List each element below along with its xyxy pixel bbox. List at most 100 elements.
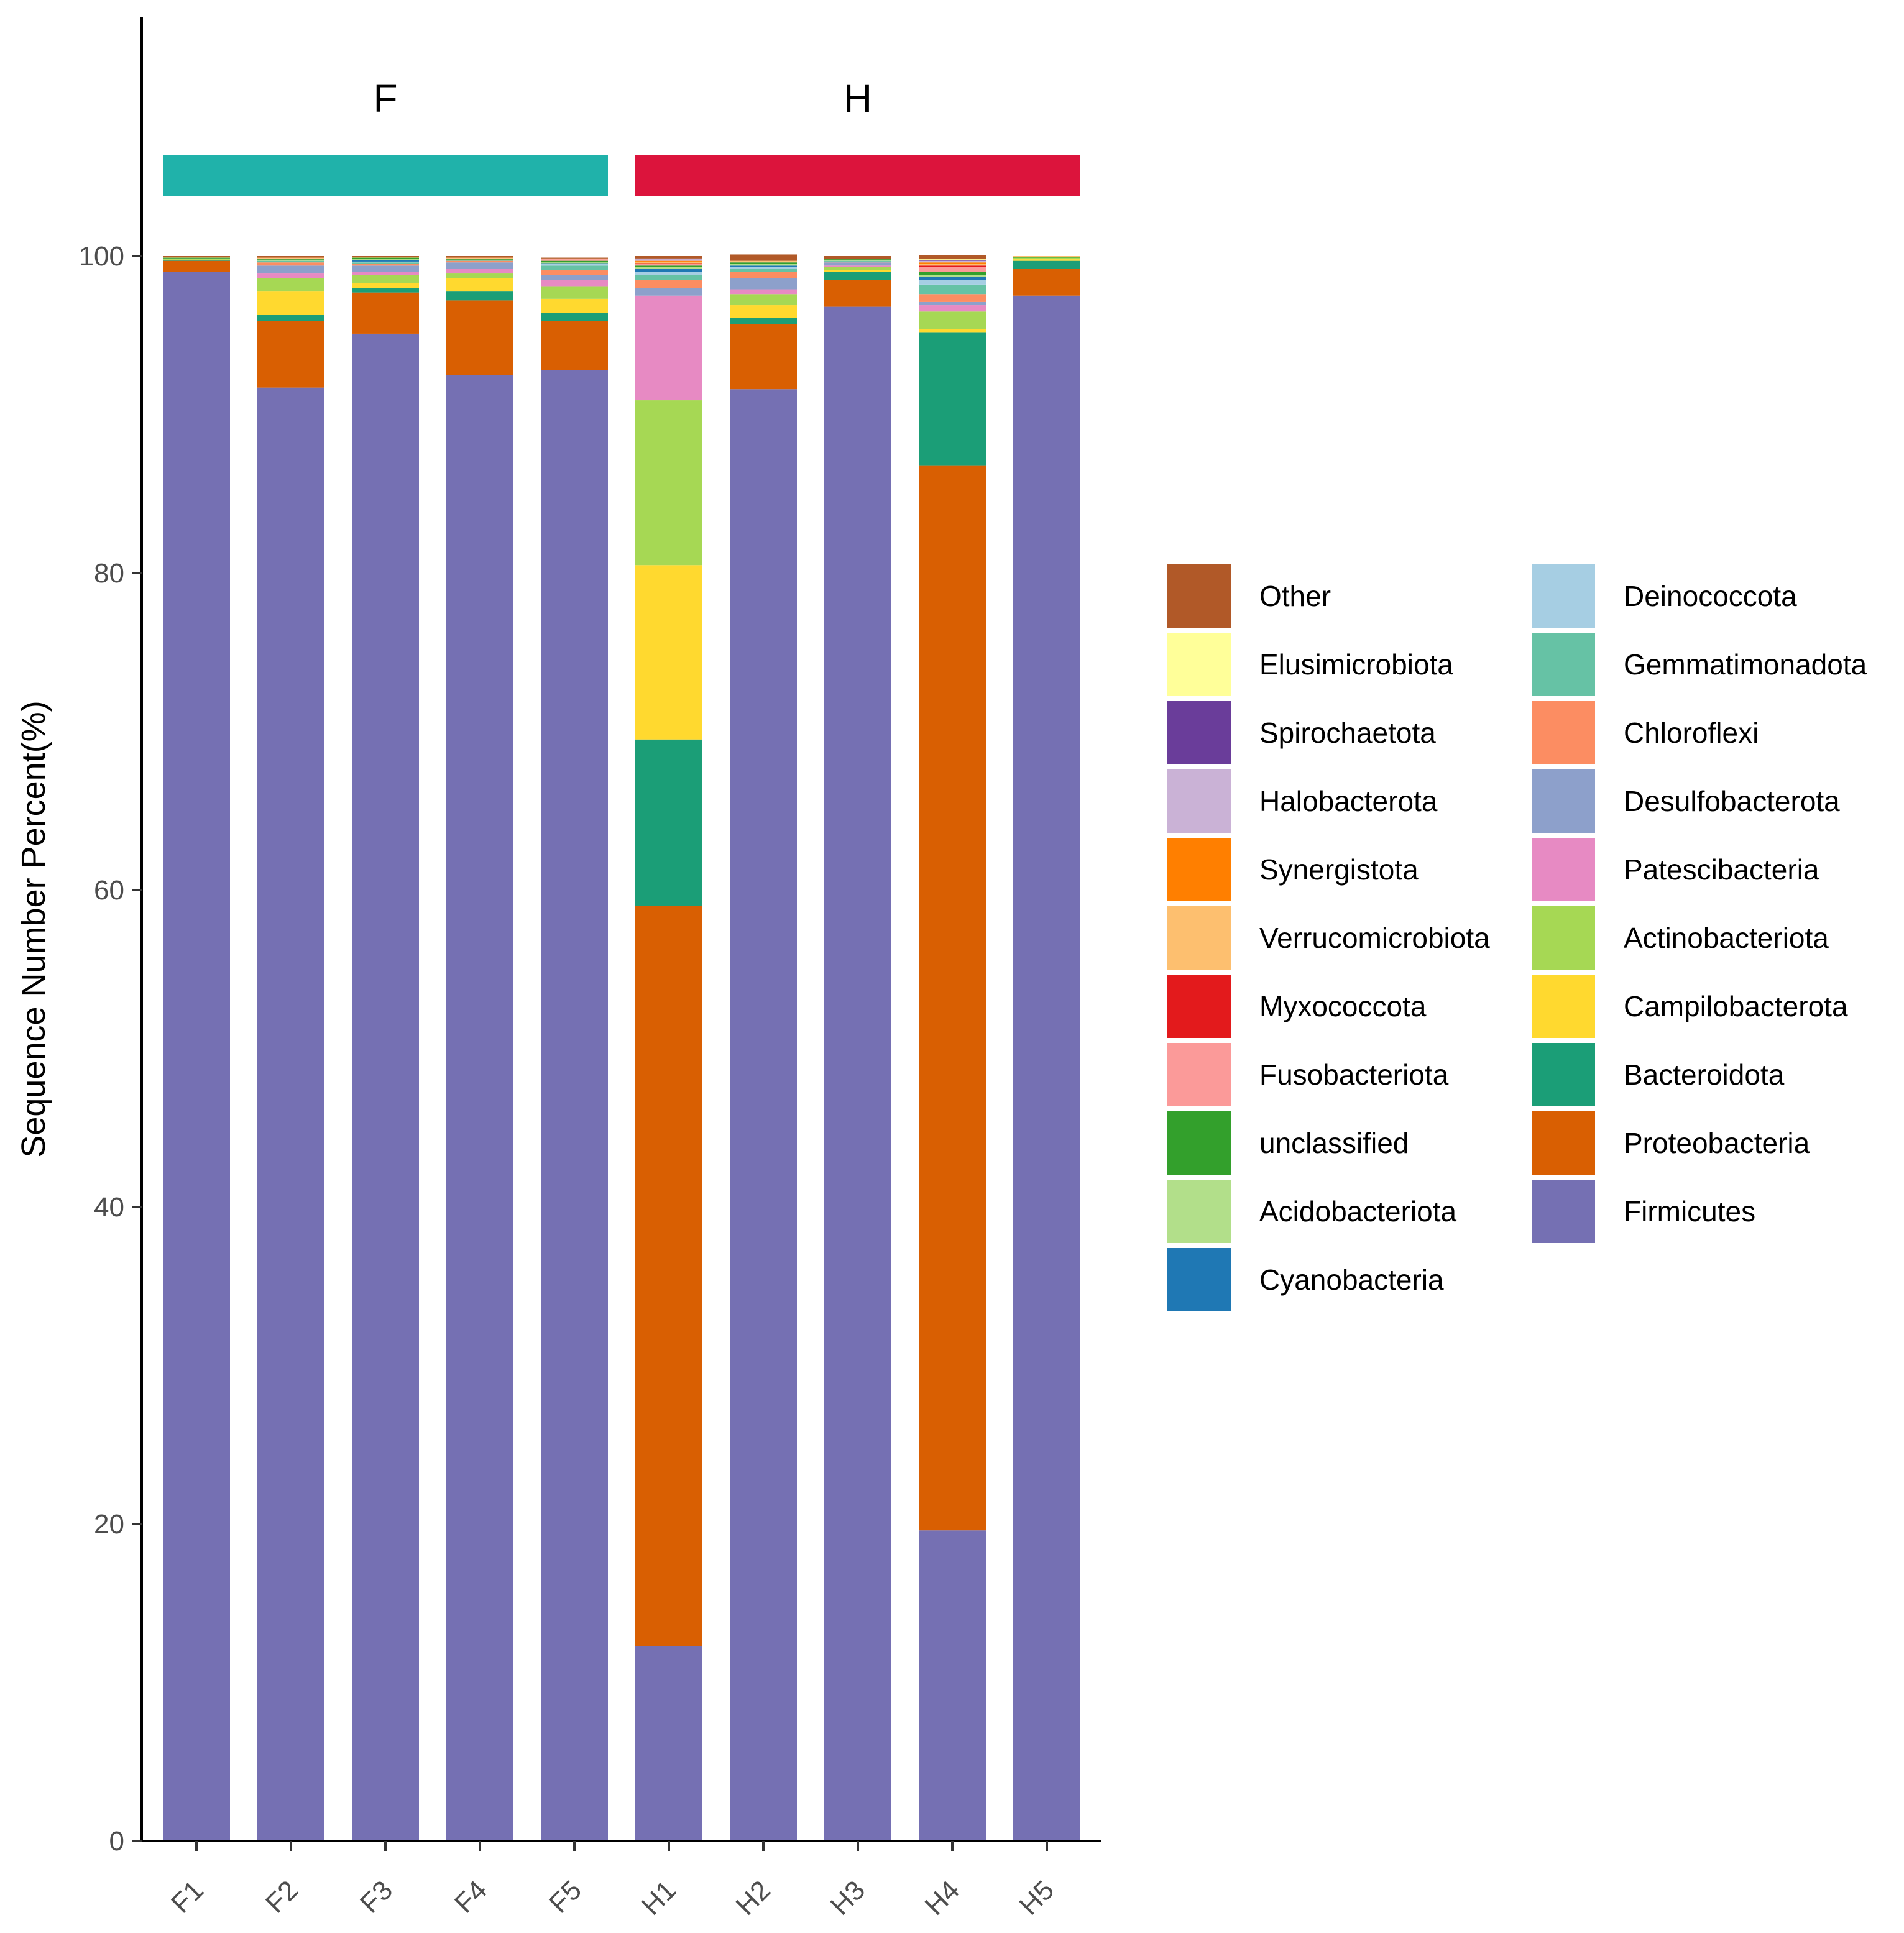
bar-segment-F4-bacteroidota (446, 291, 513, 301)
legend-swatch-deinococcota (1532, 564, 1595, 628)
bar-segment-F5-actinobacteriota (541, 286, 608, 299)
legend-label-halobacterota: Halobacterota (1259, 785, 1438, 817)
bar-segment-F4-campilobacterota (446, 278, 513, 292)
bar-segment-H3-bacteroidota (824, 272, 891, 280)
bar-segment-H2-firmicutes (730, 389, 797, 1842)
bar-segment-H4-proteobacteria (919, 465, 986, 1531)
bar-segment-H4-actinobacteriota (919, 311, 986, 329)
legend-swatch-halobacterota (1167, 769, 1231, 833)
bar-segment-H3-proteobacteria (824, 280, 891, 307)
bar-segment-H4-elusimicrobiota (919, 259, 986, 260)
legend-label-bacteroidota: Bacteroidota (1624, 1058, 1785, 1091)
legend-swatch-verrucomicrobiota (1167, 906, 1231, 970)
legend-swatch-synergistota (1167, 838, 1231, 901)
bar-segment-H1-other (635, 256, 702, 259)
bar-segment-F1-firmicutes (163, 272, 230, 1841)
bar-stack-F4 (446, 256, 513, 1841)
bar-segment-F2-patescibacteria (257, 273, 324, 278)
bar-segment-H4-cyanobacteria (919, 277, 986, 280)
bar-segment-H3-actinobacteriota (824, 267, 891, 270)
legend-item-fusobacteriota: Fusobacteriota (1167, 1043, 1449, 1106)
bar-segment-F4-desulfobacterota (446, 262, 513, 269)
legend-label-desulfobacterota: Desulfobacterota (1624, 785, 1840, 817)
bar-segment-H3-campilobacterota (824, 270, 891, 272)
bar-segment-F2-proteobacteria (257, 321, 324, 388)
legend-item-chloroflexi: Chloroflexi (1532, 701, 1759, 764)
bar-segment-H4-bacteroidota (919, 332, 986, 466)
bar-segment-H2-other (730, 254, 797, 261)
group-bar-f (163, 155, 608, 196)
y-tick-label-20: 20 (94, 1509, 124, 1540)
bar-segment-H4-gemmatimonadota (919, 284, 986, 295)
y-axis-title: Sequence Number Percent(%) (15, 700, 52, 1157)
bar-segment-F3-unclassified (352, 257, 419, 260)
legend-item-actinobacteriota: Actinobacteriota (1532, 906, 1829, 970)
bar-segment-F5-desulfobacterota (541, 275, 608, 280)
bar-segment-H4-deinococcota (919, 280, 986, 285)
legend-label-myxococcota: Myxococcota (1259, 990, 1427, 1022)
group-label-h: H (844, 76, 872, 121)
bar-segment-H1-gemmatimonadota (635, 275, 702, 280)
legend-item-halobacterota: Halobacterota (1167, 769, 1438, 833)
legend-label-campilobacterota: Campilobacterota (1624, 990, 1848, 1022)
bar-segment-H1-unclassified (635, 265, 702, 267)
legend-item-campilobacterota: Campilobacterota (1532, 975, 1848, 1038)
bar-stack-F1 (163, 256, 230, 1841)
bar-segment-F2-other (257, 256, 324, 258)
bar-segment-H2-campilobacterota (730, 305, 797, 318)
legend-label-elusimicrobiota: Elusimicrobiota (1259, 648, 1453, 681)
bar-segment-H1-campilobacterota (635, 565, 702, 740)
bar-segment-F3-gemmatimonadota (352, 262, 419, 264)
bar-segment-F5-other (541, 257, 608, 259)
bar-segment-F2-firmicutes (257, 387, 324, 1842)
bar-segment-H1-bacteroidota (635, 739, 702, 906)
bar-segment-H5-verrucomicrobiota (1013, 256, 1080, 257)
legend-item-proteobacteria: Proteobacteria (1532, 1111, 1810, 1175)
bar-segment-F5-chloroflexi (541, 270, 608, 275)
legend-item-elusimicrobiota: Elusimicrobiota (1167, 633, 1453, 696)
legend-item-deinococcota: Deinococcota (1532, 564, 1797, 628)
bar-segment-F3-cyanobacteria (352, 260, 419, 262)
bar-stack-F2 (257, 256, 324, 1842)
bar-segment-H3-patescibacteria (824, 265, 891, 267)
bar-segment-F5-deinococcota (541, 264, 608, 266)
x-tick-label-F1: F1 (165, 1875, 209, 1919)
bar-segment-F2-desulfobacterota (257, 265, 324, 274)
bar-segment-H2-desulfobacterota (730, 278, 797, 290)
bar-segment-F3-campilobacterota (352, 283, 419, 288)
bar-segment-F5-campilobacterota (541, 298, 608, 313)
bar-segment-H4-patescibacteria (919, 305, 986, 312)
bar-segment-F2-actinobacteriota (257, 278, 324, 292)
legend-item-desulfobacterota: Desulfobacterota (1532, 769, 1840, 833)
bar-segment-F3-bacteroidota (352, 288, 419, 293)
legend-swatch-bacteroidota (1532, 1043, 1595, 1106)
legend-label-deinococcota: Deinococcota (1624, 580, 1797, 612)
bar-segment-H2-actinobacteriota (730, 294, 797, 306)
bar-segment-F4-unclassified (446, 259, 513, 260)
bar-segment-F2-unclassified (257, 259, 324, 260)
legend-item-bacteroidota: Bacteroidota (1532, 1043, 1785, 1106)
legend-swatch-fusobacteriota (1167, 1043, 1231, 1106)
bar-segment-H1-myxococcota (635, 263, 702, 264)
bar-stack-H4 (919, 255, 986, 1841)
bar-segment-F5-gemmatimonadota (541, 265, 608, 270)
y-tick-label-60: 60 (94, 875, 124, 906)
bar-segment-F3-acidobacteriota (352, 259, 419, 260)
bar-segment-F4-chloroflexi (446, 260, 513, 263)
y-tick-label-100: 100 (79, 241, 124, 272)
bar-segment-F3-actinobacteriota (352, 275, 419, 283)
bar-segment-F2-chloroflexi (257, 262, 324, 266)
x-tick-label-H3: H3 (825, 1875, 871, 1921)
y-tick-label-0: 0 (109, 1826, 124, 1857)
bar-segment-F5-proteobacteria (541, 321, 608, 370)
legend-item-myxococcota: Myxococcota (1167, 975, 1427, 1038)
x-tick-label-F5: F5 (543, 1875, 587, 1919)
legend-item-verrucomicrobiota: Verrucomicrobiota (1167, 906, 1490, 970)
legend-swatch-gemmatimonadota (1532, 633, 1595, 696)
bar-segment-F3-patescibacteria (352, 272, 419, 275)
bar-segment-H2-gemmatimonadota (730, 269, 797, 272)
legend-item-acidobacteriota: Acidobacteriota (1167, 1180, 1456, 1243)
bar-segment-H2-chloroflexi (730, 272, 797, 278)
y-tick-label-80: 80 (94, 558, 124, 589)
